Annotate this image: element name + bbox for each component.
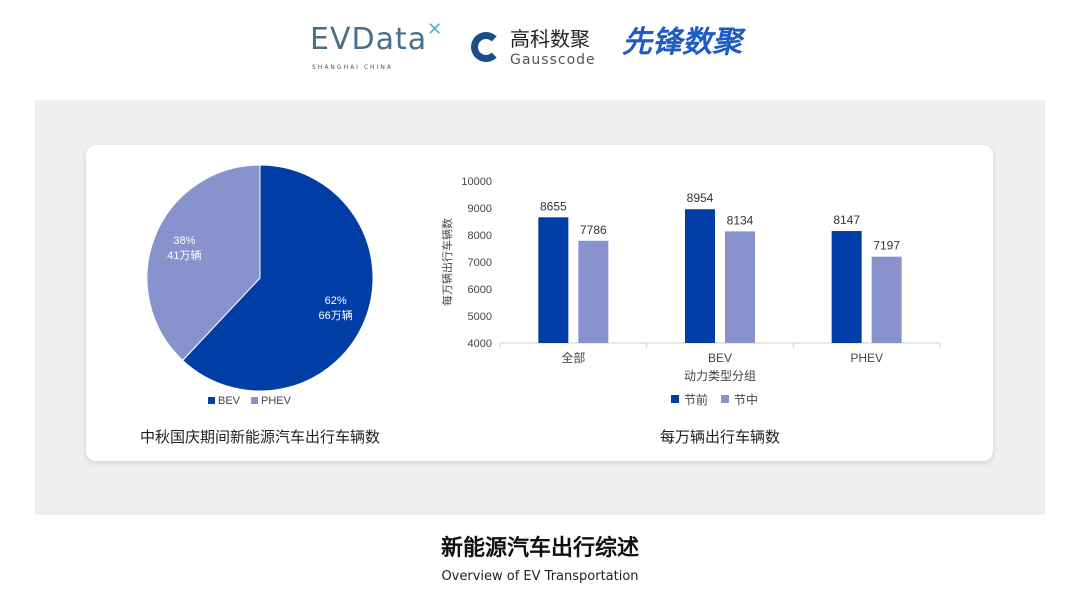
- legend-label: PHEV: [261, 395, 292, 407]
- bar-节中: [725, 231, 755, 343]
- bar-节中: [578, 240, 609, 343]
- legend-label: BEV: [218, 395, 241, 407]
- bar-节前: [831, 231, 862, 343]
- legend-label: 节前: [684, 392, 708, 407]
- evdata-logo: EVData✕: [310, 19, 444, 57]
- legend-swatch: [208, 397, 215, 404]
- bar-节前: [538, 217, 569, 343]
- y-tick-label: 6000: [468, 284, 492, 296]
- y-tick-label: 5000: [468, 311, 492, 323]
- logo-bar: EVData✕ SHANGHAI CHINA 高科数聚 Gausscode 先锋…: [0, 18, 1080, 84]
- x-tick-label: 全部: [561, 350, 585, 365]
- xianfeng-logo: 先锋数聚: [622, 25, 742, 60]
- legend-swatch: [721, 395, 729, 403]
- footer-title: 新能源汽车出行综述: [440, 536, 639, 561]
- pie-label-value: 66万辆: [319, 308, 353, 322]
- x-axis-label: 动力类型分组: [684, 369, 756, 383]
- bar-节前: [685, 209, 715, 343]
- footer-subtitle: Overview of EV Transportation: [441, 569, 639, 584]
- bar-data-label: 7786: [580, 223, 607, 237]
- bar-data-label: 8954: [687, 191, 714, 205]
- pie-label-pct: 62%: [325, 295, 347, 307]
- pie-label-value: 41万辆: [167, 248, 201, 262]
- bar-data-label: 8147: [833, 213, 860, 227]
- y-axis-label: 每万辆出行车辆数: [440, 218, 454, 306]
- pie-slice-phev: [146, 164, 261, 362]
- bar-节中: [871, 256, 902, 343]
- bar-data-label: 8655: [540, 199, 567, 213]
- bar-data-label: 7197: [873, 239, 900, 253]
- x-tick-label: PHEV: [850, 351, 883, 365]
- gausscode-icon: [471, 32, 501, 62]
- evdata-sub: SHANGHAI CHINA: [312, 64, 393, 71]
- y-tick-label: 8000: [468, 230, 492, 242]
- y-tick-label: 7000: [468, 257, 492, 269]
- y-tick-label: 9000: [468, 203, 492, 215]
- y-tick-label: 4000: [468, 338, 492, 350]
- pie-label-pct: 38%: [173, 235, 195, 247]
- pie-title: 中秋国庆期间新能源汽车出行车辆数: [140, 429, 380, 446]
- bar-chart: 4000 5000 6000 7000 8000 9000 10000 全部 8655 7786 B…: [440, 176, 941, 407]
- x-tick-label: BEV: [708, 351, 732, 365]
- legend-swatch: [671, 395, 679, 403]
- y-tick-label: 10000: [461, 176, 492, 188]
- bar-data-label: 8134: [727, 213, 754, 227]
- legend-swatch: [251, 397, 258, 404]
- bar-title: 每万辆出行车辆数: [660, 429, 780, 446]
- gausscode-en: Gausscode: [510, 52, 596, 68]
- pie-chart: 62%66万辆 38%41万辆 BEV PHEV: [146, 164, 374, 407]
- legend-label: 节中: [734, 392, 758, 407]
- pie-slice-bev: [181, 164, 374, 392]
- gausscode-cn: 高科数聚: [510, 27, 590, 51]
